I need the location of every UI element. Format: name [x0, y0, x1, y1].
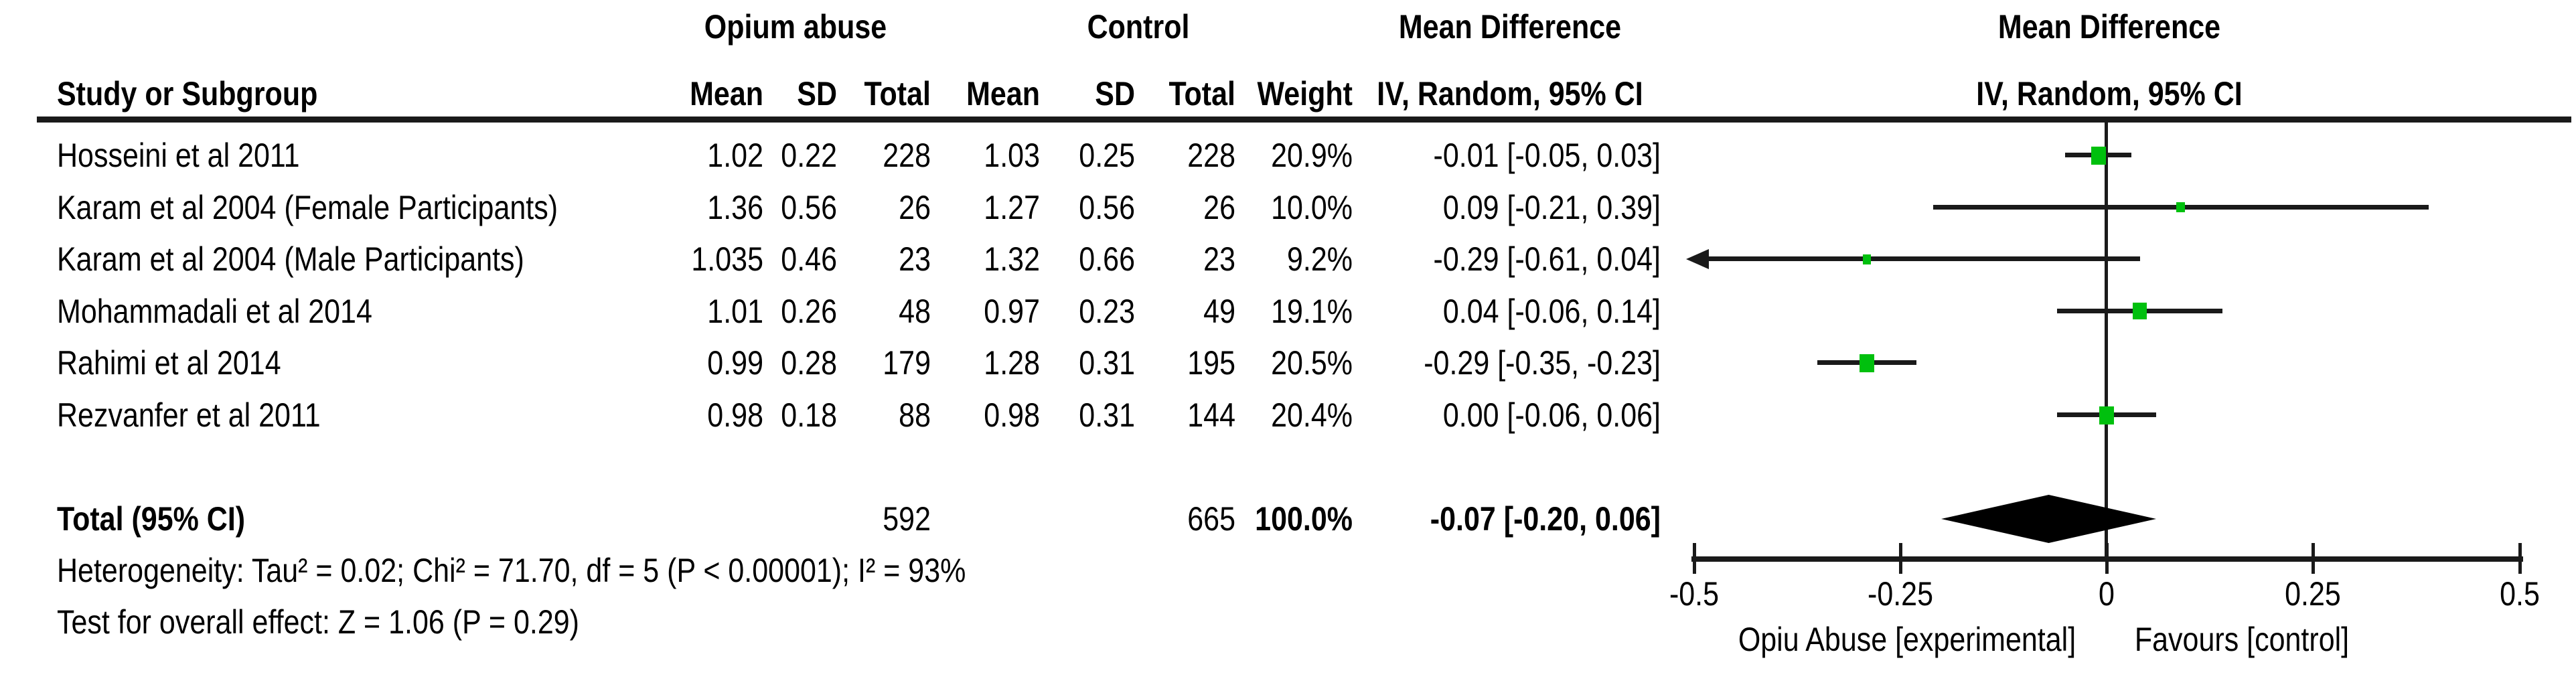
- group-header-treatment: Opium abuse: [704, 8, 887, 46]
- summary-diamond: [1941, 495, 2156, 543]
- cell-sd1: 0.22: [781, 137, 837, 174]
- mean-difference-header-right: Mean Difference: [1997, 8, 2221, 46]
- cell-ci_text: -0.01 [-0.05, 0.03]: [1433, 137, 1661, 174]
- axis-tick: [2518, 543, 2522, 574]
- total-participants-treatment: 592: [883, 500, 931, 538]
- cell-weight: 19.1%: [1271, 293, 1353, 330]
- study-marker: [1860, 354, 1874, 372]
- cell-sd1: 0.46: [781, 240, 837, 278]
- axis-tick-label: 0: [2099, 575, 2115, 613]
- mean-difference-header-left: Mean Difference: [1398, 8, 1622, 46]
- total-label: Total (95% CI): [57, 500, 246, 538]
- group-header-control: Control: [1087, 8, 1190, 46]
- total-participants-control: 665: [1187, 500, 1235, 538]
- cell-mean2: 1.03: [984, 137, 1040, 174]
- cell-weight: 20.4%: [1271, 396, 1353, 434]
- cell-weight: 9.2%: [1286, 240, 1353, 278]
- cell-total1: 23: [899, 240, 931, 278]
- study-name: Hosseini et al 2011: [57, 137, 300, 174]
- cell-ci_text: 0.04 [-0.06, 0.14]: [1442, 293, 1661, 330]
- cell-sd1: 0.26: [781, 293, 837, 330]
- study-marker: [1863, 254, 1871, 264]
- cell-total2: 23: [1203, 240, 1235, 278]
- axis-tick-label: -0.5: [1669, 575, 1720, 613]
- cell-weight: 10.0%: [1271, 189, 1353, 226]
- cell-mean1: 1.035: [691, 240, 763, 278]
- cell-mean2: 1.28: [984, 344, 1040, 382]
- column-header-ci-left: IV, Random, 95% CI: [1377, 75, 1643, 112]
- cell-total2: 49: [1203, 293, 1235, 330]
- cell-sd2: 0.31: [1079, 344, 1135, 382]
- axis-tick: [2105, 543, 2109, 574]
- cell-mean1: 1.02: [707, 137, 763, 174]
- favours-left-label: Opiu Abuse [experimental]: [1738, 621, 2076, 658]
- total-weight: 100.0%: [1255, 500, 1353, 538]
- zero-line: [2105, 123, 2108, 558]
- study-name: Rahimi et al 2014: [57, 344, 281, 382]
- cell-total1: 88: [899, 396, 931, 434]
- ci-offscale-arrow-left: [1685, 249, 1709, 269]
- cell-ci_text: -0.29 [-0.35, -0.23]: [1424, 344, 1661, 382]
- heterogeneity-note: Heterogeneity: Tau² = 0.02; Chi² = 71.70…: [57, 552, 966, 589]
- study-name: Mohammadali et al 2014: [57, 293, 372, 330]
- cell-total2: 195: [1187, 344, 1235, 382]
- column-header-sd2: SD: [1095, 75, 1135, 112]
- overall-effect-note: Test for overall effect: Z = 1.06 (P = 0…: [57, 603, 579, 641]
- axis-tick: [2312, 543, 2315, 574]
- cell-sd2: 0.66: [1079, 240, 1135, 278]
- cell-mean1: 0.99: [707, 344, 763, 382]
- cell-weight: 20.9%: [1271, 137, 1353, 174]
- axis-tick-label: 0.25: [2285, 575, 2341, 613]
- cell-sd1: 0.56: [781, 189, 837, 226]
- axis-tick: [1899, 543, 1902, 574]
- column-header-sd1: SD: [797, 75, 837, 112]
- column-header-ci-right: IV, Random, 95% CI: [1976, 75, 2243, 112]
- cell-sd1: 0.28: [781, 344, 837, 382]
- study-name: Rezvanfer et al 2011: [57, 396, 321, 434]
- total-ci-text: -0.07 [-0.20, 0.06]: [1430, 500, 1661, 538]
- cell-mean2: 0.97: [984, 293, 1040, 330]
- cell-sd1: 0.18: [781, 396, 837, 434]
- cell-total2: 144: [1187, 396, 1235, 434]
- cell-mean2: 1.27: [984, 189, 1040, 226]
- column-header-mean1: Mean: [690, 75, 763, 112]
- cell-sd2: 0.25: [1079, 137, 1135, 174]
- cell-sd2: 0.23: [1079, 293, 1135, 330]
- cell-total2: 228: [1187, 137, 1235, 174]
- ci-whisker: [1706, 256, 2140, 261]
- axis-tick-label: -0.25: [1867, 575, 1934, 613]
- study-name: Karam et al 2004 (Male Participants): [57, 240, 524, 278]
- axis-tick: [1693, 543, 1696, 574]
- study-marker: [2091, 147, 2106, 165]
- cell-mean1: 1.01: [707, 293, 763, 330]
- column-header-mean2: Mean: [966, 75, 1040, 112]
- cell-ci_text: 0.00 [-0.06, 0.06]: [1442, 396, 1661, 434]
- cell-mean2: 1.32: [984, 240, 1040, 278]
- column-header-total2: Total: [1168, 75, 1235, 112]
- cell-mean1: 1.36: [707, 189, 763, 226]
- cell-mean2: 0.98: [984, 396, 1040, 434]
- cell-total1: 26: [899, 189, 931, 226]
- cell-total1: 228: [883, 137, 931, 174]
- cell-sd2: 0.56: [1079, 189, 1135, 226]
- cell-total2: 26: [1203, 189, 1235, 226]
- column-header-study: Study or Subgroup: [57, 75, 318, 112]
- axis-tick-label: 0.5: [2500, 575, 2540, 613]
- cell-ci_text: -0.29 [-0.61, 0.04]: [1433, 240, 1661, 278]
- header-rule: [37, 117, 2571, 123]
- study-marker: [2099, 406, 2114, 424]
- cell-mean1: 0.98: [707, 396, 763, 434]
- column-header-weight: Weight: [1257, 75, 1353, 112]
- favours-right-label: Favours [control]: [2134, 621, 2350, 658]
- study-marker: [2133, 303, 2147, 319]
- cell-total1: 48: [899, 293, 931, 330]
- study-name: Karam et al 2004 (Female Participants): [57, 189, 558, 226]
- cell-sd2: 0.31: [1079, 396, 1135, 434]
- study-marker: [2176, 202, 2185, 212]
- cell-weight: 20.5%: [1271, 344, 1353, 382]
- cell-total1: 179: [883, 344, 931, 382]
- cell-ci_text: 0.09 [-0.21, 0.39]: [1442, 189, 1661, 226]
- column-header-total1: Total: [864, 75, 931, 112]
